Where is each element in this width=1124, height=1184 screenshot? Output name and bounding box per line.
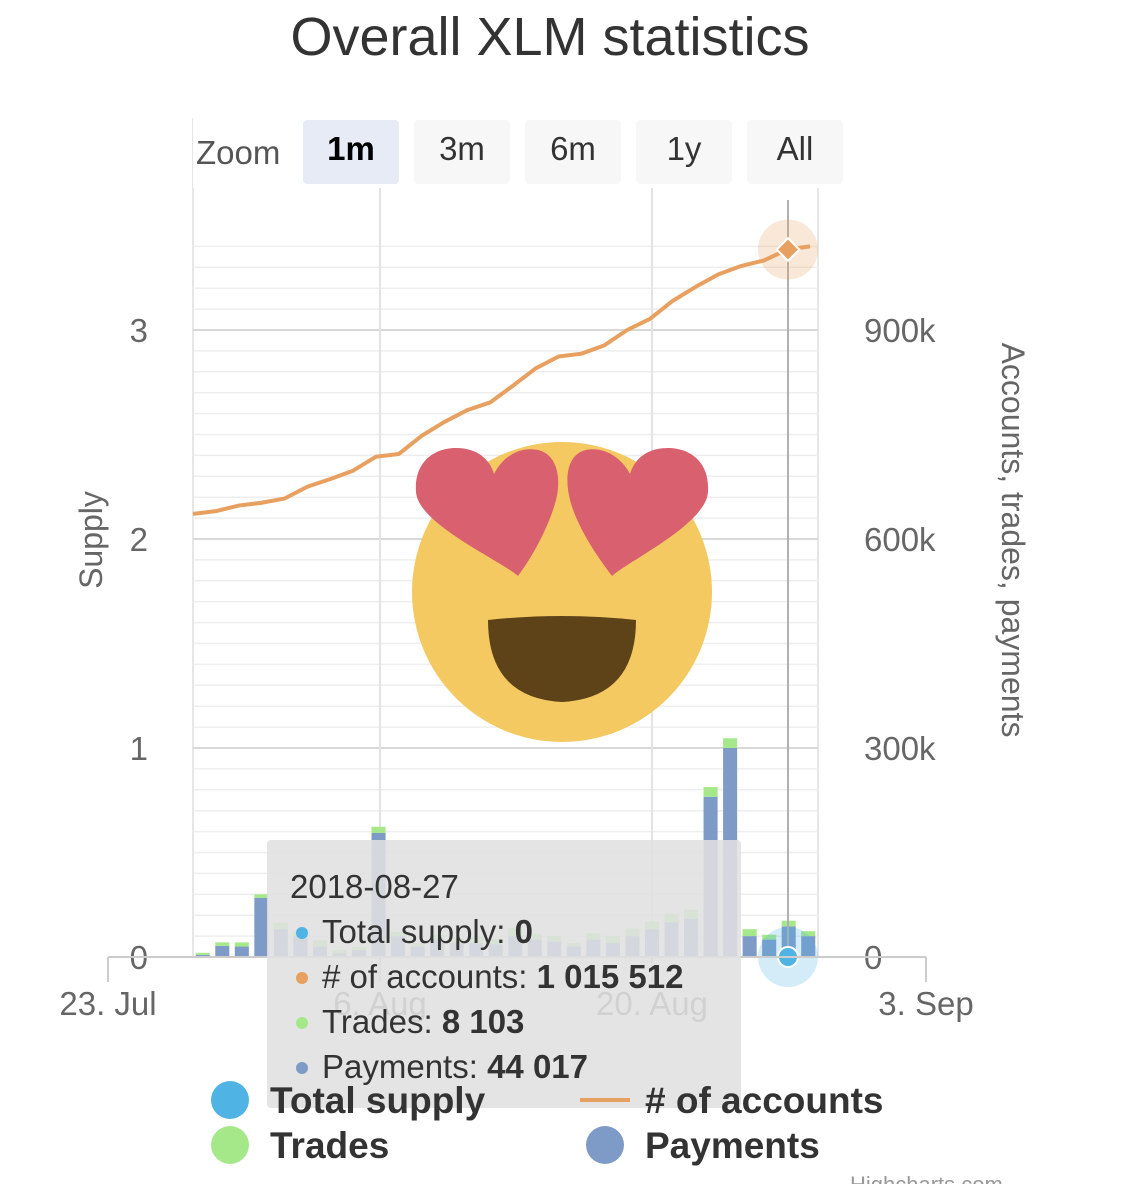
- tooltip-row-label: Total supply:: [322, 913, 515, 950]
- tooltip: 2018-08-27 Total supply: 0 # of accounts:…: [267, 840, 741, 1108]
- right-tick-label: 600k: [864, 521, 936, 558]
- payments-bar: [742, 936, 757, 957]
- tooltip-row: Trades: 8 103: [322, 1003, 524, 1040]
- x-tick-label: 3. Sep: [878, 985, 973, 1022]
- left-tick-label: 3: [130, 312, 148, 349]
- legend-label: Trades: [270, 1125, 389, 1166]
- legend-label: # of accounts: [645, 1080, 884, 1121]
- payments-bar: [195, 954, 210, 957]
- legend-item[interactable]: Total supply: [211, 1080, 486, 1121]
- tooltip-dot: [296, 927, 308, 939]
- right-axis-title: Accounts, trades, payments: [995, 343, 1031, 738]
- trades-bar: [215, 942, 230, 946]
- zoom-button-label: 3m: [439, 130, 485, 167]
- zoom-button-label: All: [777, 130, 814, 167]
- tooltip-row: Total supply: 0: [322, 913, 533, 950]
- zoom-button-1m[interactable]: 1m: [303, 120, 399, 184]
- left-axis-title: Supply: [73, 491, 109, 589]
- right-tick-label: 900k: [864, 312, 936, 349]
- payments-bar: [762, 939, 777, 957]
- zoom-button-1y[interactable]: 1y: [636, 120, 732, 184]
- tooltip-row-value: 0: [515, 913, 533, 950]
- right-heart-icon: [567, 448, 709, 576]
- zoom-button-label: 1y: [667, 130, 702, 167]
- accounts-line: [192, 244, 811, 516]
- payments-bar: [254, 897, 269, 957]
- zoom-button-3m[interactable]: 3m: [414, 120, 510, 184]
- zoom-label: Zoom: [196, 134, 280, 171]
- tooltip-row: Payments: 44 017: [322, 1048, 588, 1085]
- legend-circle-symbol: [586, 1126, 624, 1164]
- trades-bar: [195, 952, 210, 955]
- zoom-button-6m[interactable]: 6m: [525, 120, 621, 184]
- tooltip-row-value: 8 103: [442, 1003, 525, 1040]
- accounts-line-layer: [192, 244, 811, 516]
- chart-title: Overall XLM statistics: [290, 7, 809, 67]
- tooltip-row-label: # of accounts:: [322, 958, 537, 995]
- payments-bar: [234, 946, 249, 957]
- tooltip-row-label: Payments:: [322, 1048, 487, 1085]
- trades-bar: [801, 931, 816, 937]
- tooltip-row: # of accounts: 1 015 512: [322, 958, 683, 995]
- legend-circle-symbol: [211, 1081, 249, 1119]
- tooltip-row-value: 1 015 512: [537, 958, 684, 995]
- highlight-markers: [758, 219, 818, 987]
- credits-link[interactable]: Highcharts.com: [850, 1172, 1003, 1184]
- x-tick-label: 23. Jul: [59, 985, 156, 1022]
- payments-bar: [215, 945, 230, 957]
- left-tick-label: 1: [130, 730, 148, 767]
- legend-label: Total supply: [270, 1080, 486, 1121]
- right-tick-label: 300k: [864, 730, 936, 767]
- legend-circle-symbol: [211, 1126, 249, 1164]
- trades-bar: [371, 826, 386, 833]
- zoom-button-label: 1m: [327, 130, 375, 167]
- trades-bar: [762, 934, 777, 940]
- tooltip-dot: [296, 1062, 308, 1074]
- zoom-button-label: 6m: [550, 130, 596, 167]
- tooltip-row-label: Trades:: [322, 1003, 442, 1040]
- tooltip-row-value: 44 017: [487, 1048, 588, 1085]
- left-tick-label: 2: [130, 521, 148, 558]
- accounts-hover-marker: [775, 236, 801, 263]
- heart-eyes-emoji-icon: [412, 442, 712, 742]
- left-heart-icon: [415, 448, 559, 576]
- legend-item[interactable]: Trades: [211, 1125, 389, 1166]
- trades-bar: [723, 738, 738, 748]
- payments-bar: [801, 936, 816, 957]
- zoom-button-All[interactable]: All: [747, 120, 843, 184]
- zoom-controls: Zoom 1m 3m 6m 1y All: [193, 118, 845, 188]
- trades-bar: [254, 894, 269, 898]
- trades-bar: [742, 929, 757, 937]
- trades-bar: [703, 787, 718, 797]
- legend: Total supply # of accounts Trades Payments: [211, 1080, 884, 1166]
- legend-item[interactable]: # of accounts: [580, 1080, 884, 1121]
- legend-item[interactable]: Payments: [586, 1125, 820, 1166]
- tooltip-dot: [296, 1017, 308, 1029]
- tooltip-date: 2018-08-27: [290, 868, 459, 905]
- trades-bar: [234, 942, 249, 947]
- legend-label: Payments: [645, 1125, 820, 1166]
- tooltip-dot: [296, 972, 308, 984]
